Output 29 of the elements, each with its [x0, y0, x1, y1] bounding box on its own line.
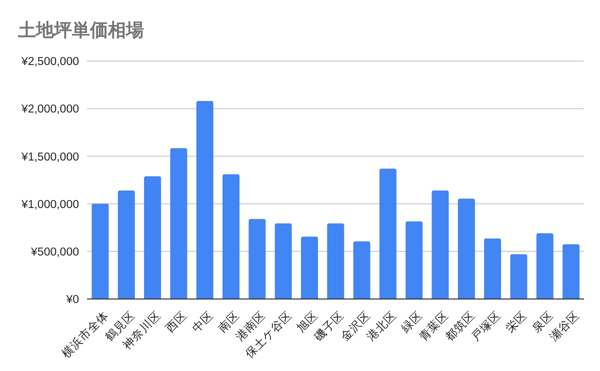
bar: [510, 254, 528, 299]
bar: [170, 148, 188, 299]
bar: [536, 233, 554, 299]
bar: [92, 204, 109, 299]
x-tick-label: 西区: [164, 309, 190, 336]
bar: [458, 198, 475, 299]
y-tick-label: ¥1,000,000: [20, 198, 79, 211]
bar: [432, 190, 449, 299]
bar: [562, 244, 580, 299]
bar: [248, 219, 266, 299]
x-tick-label: 栄区: [504, 309, 530, 336]
bar: [379, 168, 396, 299]
bar: [327, 223, 344, 299]
chart-title: 土地坪単価相場: [18, 19, 144, 42]
bar: [484, 238, 502, 299]
bar: [222, 174, 240, 299]
bar: [406, 221, 423, 299]
bar: [118, 190, 135, 299]
y-tick-label: ¥500,000: [30, 246, 79, 258]
y-tick-label: ¥2,000,000: [20, 104, 79, 116]
x-tick-label: 中区: [190, 309, 216, 336]
y-tick-label: ¥1,500,000: [20, 151, 79, 164]
y-tick-label: ¥2,500,000: [20, 56, 79, 68]
bar: [274, 223, 292, 299]
bar: [300, 236, 318, 299]
bar: [144, 176, 162, 299]
y-tick-label: ¥0: [65, 294, 79, 306]
bar: [353, 241, 370, 299]
bar: [196, 100, 214, 299]
